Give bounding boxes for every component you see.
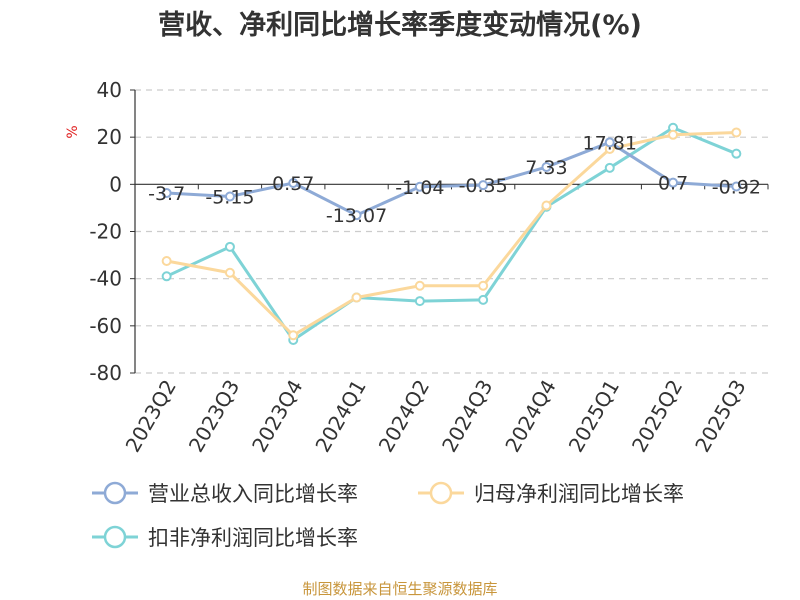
y-tick-label: 40 [97,78,122,102]
x-tick-label: 2025Q2 [627,376,687,457]
x-tick-label: 2024Q3 [437,376,497,457]
data-labels: -3.7 -5.15 0.57 -13.07 -1.04 -0.35 7.33 17.81 0.… [148,132,761,227]
data-point [351,292,362,303]
y-tick-label: 20 [97,125,122,149]
data-label: 0.7 [658,173,688,195]
y-tick-label: -60 [89,314,122,338]
data-label: -13.07 [326,205,387,227]
data-point [224,267,235,278]
data-point [731,181,742,192]
x-tick-label: 2023Q2 [121,376,181,457]
axes [130,89,769,374]
series-line [166,140,737,217]
data-point [541,162,552,173]
y-tick-label: 0 [109,172,122,196]
y-tick-labels: 40 20 0 -20 -40 -60 -80 [89,78,122,385]
legend-marker [103,525,127,549]
legend-label: 归母净利润同比增长率 [474,482,684,506]
y-axis-unit: % [65,125,81,138]
x-tick-label: 2024Q2 [374,376,434,457]
series-line [166,126,737,342]
data-point [604,162,615,173]
x-tick-label: 2024Q1 [310,376,370,457]
x-tick-label: 2025Q3 [690,376,750,457]
chart-title: 营收、净利同比增长率季度变动情况(%) [158,9,642,41]
y-tick-label: -40 [89,267,122,291]
series-line [166,130,737,337]
data-label: -0.35 [459,175,508,197]
y-tick-label: -80 [89,361,122,385]
series-lines [161,122,742,345]
data-label: 7.33 [525,157,567,179]
data-label: -0.92 [712,177,761,199]
data-point [414,181,425,192]
data-point [478,294,489,305]
legend-label: 扣非净利润同比增长率 [148,526,358,550]
data-point [224,191,235,202]
data-point [668,129,679,140]
x-tick-label: 2023Q3 [184,376,244,457]
data-point [478,280,489,291]
data-label: -3.7 [148,183,185,205]
x-tick-label: 2023Q4 [247,376,307,457]
data-point [478,180,489,191]
data-point [288,330,299,341]
source-note: 制图数据来自恒生聚源数据库 [302,580,497,598]
data-point [288,177,299,188]
y-tick-label: -20 [89,220,122,244]
data-point [731,148,742,159]
data-point [161,271,172,282]
x-tick-label: 2024Q4 [500,376,560,457]
x-tick-label: 2025Q1 [564,376,624,457]
data-point [161,255,172,266]
data-point [224,241,235,252]
data-label: 17.81 [583,132,637,154]
data-point [414,296,425,307]
legend-marker [103,481,127,505]
data-point [351,210,362,221]
legend-label: 营业总收入同比增长率 [148,482,358,506]
data-label: 0.57 [272,173,314,195]
data-point [668,177,679,188]
data-label: -5.15 [205,186,254,208]
x-tick-labels: 2023Q2 2023Q3 2023Q4 2024Q1 2024Q2 2024Q3 2024… [121,376,751,457]
data-point [731,127,742,138]
data-label: -1.04 [395,177,444,199]
data-point [414,280,425,291]
legend-marker [429,481,453,505]
data-point [541,200,552,211]
data-point [161,188,172,199]
data-point [604,137,615,148]
